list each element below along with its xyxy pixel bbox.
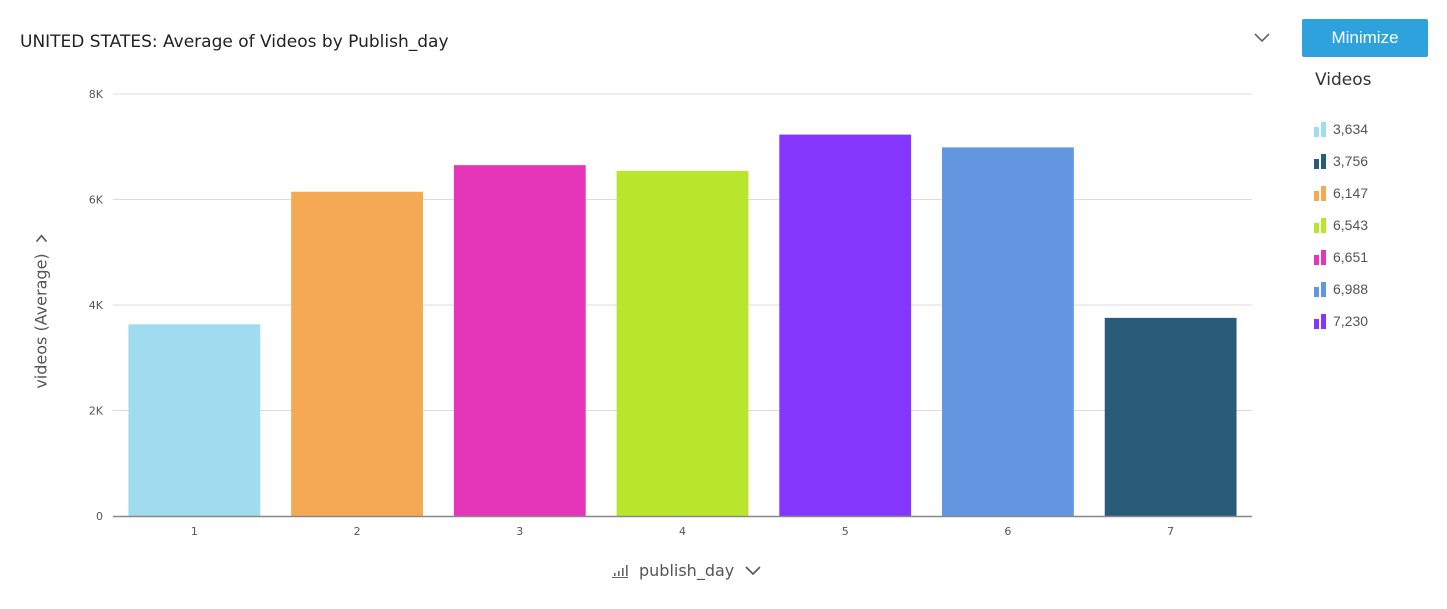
y-axis-ticks: 0 2K 4K 6K 8K [89, 88, 104, 523]
bar[interactable] [616, 170, 749, 516]
x-axis-title[interactable]: publish_day [611, 561, 762, 580]
x-axis-ticks: 1 2 3 4 5 6 7 [191, 525, 1174, 538]
y-tick-label: 6K [89, 194, 104, 207]
legend-label: 6,147 [1333, 185, 1369, 201]
legend-swatch-icon [1314, 313, 1326, 329]
legend-item[interactable]: 6,651 [1314, 241, 1368, 273]
bar[interactable] [1104, 317, 1237, 516]
bar[interactable] [291, 191, 423, 517]
legend-label: 3,756 [1333, 153, 1369, 169]
x-tick-label: 2 [354, 525, 361, 538]
chevron-down-icon[interactable] [34, 231, 48, 245]
legend-swatch-icon [1314, 281, 1326, 297]
legend-item[interactable]: 6,543 [1314, 209, 1368, 241]
legend-item[interactable]: 6,988 [1314, 273, 1368, 305]
legend-label: 7,230 [1333, 313, 1369, 329]
legend-label: 6,651 [1333, 249, 1369, 265]
bar[interactable] [128, 324, 261, 516]
bar[interactable] [779, 134, 912, 516]
bar[interactable] [453, 165, 586, 517]
chart-title: UNITED STATES: Average of Videos by Publ… [20, 32, 449, 52]
legend-swatch-icon [1314, 249, 1326, 265]
legend-label: 3,634 [1333, 121, 1369, 137]
legend-item[interactable]: 3,756 [1314, 145, 1368, 177]
chevron-down-icon[interactable] [1252, 28, 1272, 48]
x-tick-label: 1 [191, 525, 198, 538]
x-tick-label: 6 [1004, 525, 1011, 538]
legend-item[interactable]: 7,230 [1314, 305, 1368, 337]
y-axis-title[interactable]: videos (Average) [31, 231, 51, 389]
x-tick-label: 4 [679, 525, 686, 538]
y-tick-label: 2K [89, 405, 104, 418]
legend-swatch-icon [1314, 121, 1326, 137]
chevron-down-icon[interactable] [744, 564, 762, 578]
x-tick-label: 7 [1167, 525, 1174, 538]
bars [128, 134, 1237, 517]
x-axis-title-label: publish_day [639, 561, 735, 580]
y-tick-label: 0 [96, 510, 103, 523]
bar[interactable] [942, 147, 1074, 516]
legend: 3,634 3,756 6,147 6,543 6,651 6,988 7,230 [1314, 113, 1368, 337]
legend-swatch-icon [1314, 185, 1326, 201]
legend-swatch-icon [1314, 217, 1326, 233]
legend-item[interactable]: 3,634 [1314, 113, 1368, 145]
x-tick-label: 3 [516, 525, 523, 538]
legend-item[interactable]: 6,147 [1314, 177, 1368, 209]
x-tick-label: 5 [842, 525, 849, 538]
y-tick-label: 4K [89, 299, 104, 312]
sort-icon[interactable] [611, 563, 629, 579]
y-tick-label: 8K [89, 88, 104, 101]
minimize-button[interactable]: Minimize [1302, 19, 1428, 57]
legend-title: Videos [1315, 70, 1372, 90]
legend-label: 6,988 [1333, 281, 1369, 297]
legend-swatch-icon [1314, 153, 1326, 169]
y-axis-title-label: videos (Average) [31, 253, 51, 389]
legend-label: 6,543 [1333, 217, 1369, 233]
gridlines [113, 93, 1252, 411]
